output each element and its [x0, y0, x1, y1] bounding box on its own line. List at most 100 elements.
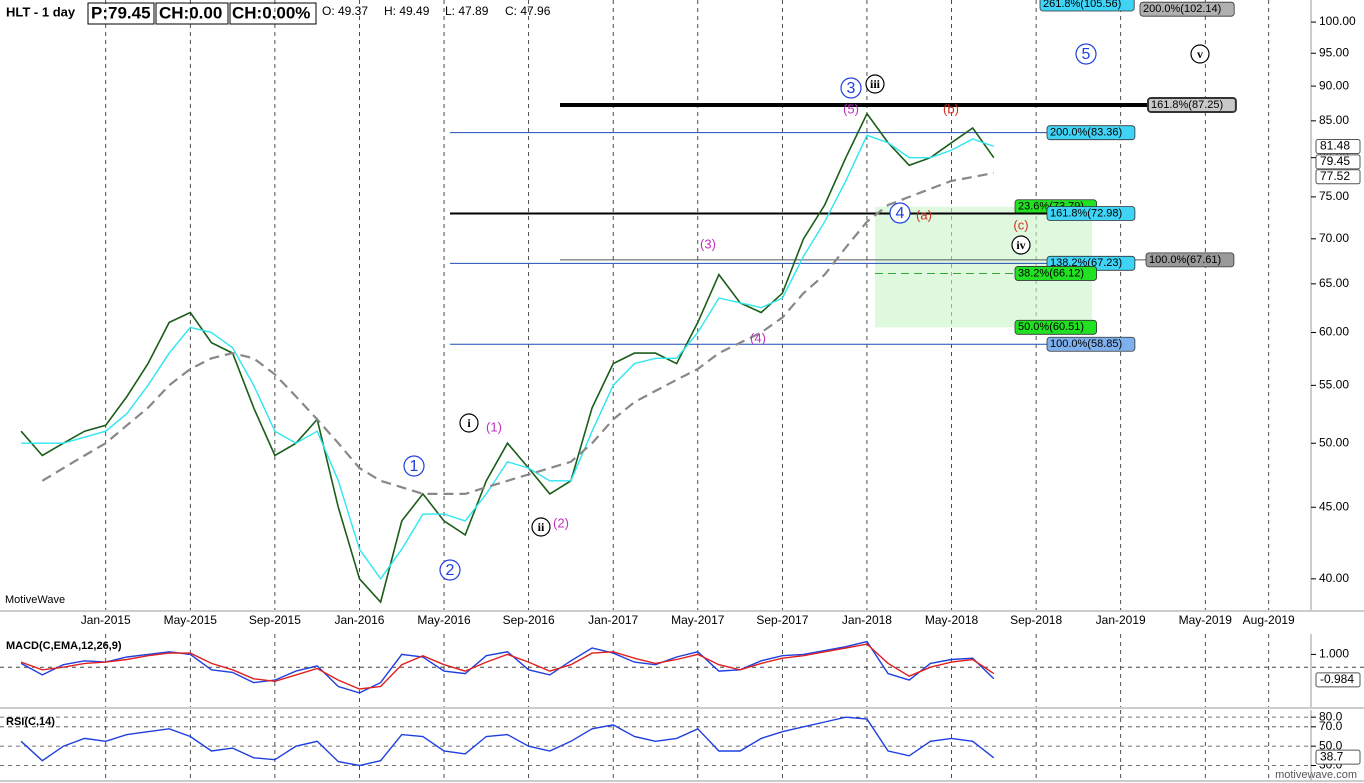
wave-circle — [403, 455, 425, 477]
wave-circle — [840, 77, 862, 99]
wave-label: 4 — [896, 205, 905, 222]
wave-label: iii — [870, 77, 881, 91]
y-tick-label: 85.00 — [1319, 113, 1349, 127]
level-label: 100.0%(58.85) — [1050, 338, 1122, 350]
y-tick-label: 90.00 — [1319, 78, 1349, 92]
value-marker-box — [1315, 139, 1361, 155]
y-tick-label: 45.00 — [1319, 499, 1349, 513]
x-tick-label: Jan-2015 — [81, 613, 131, 627]
y-tick-label: 65.00 — [1319, 276, 1349, 290]
change-pct-box — [229, 2, 317, 25]
level-label: 161.8%(87.25) — [1151, 99, 1223, 111]
wave-label: 5 — [1082, 46, 1091, 63]
level-label: 200.0%(83.36) — [1050, 127, 1122, 139]
change-pct: CH:0.00% — [232, 3, 310, 22]
level-label: 50.0%(60.51) — [1018, 321, 1084, 333]
wave-circle — [439, 559, 461, 581]
x-tick-label: Jan-2018 — [842, 613, 892, 627]
x-tick-label: Sep-2016 — [503, 613, 555, 627]
level-label: 38.2%(66.12) — [1018, 267, 1084, 279]
wave-label: v — [1197, 47, 1203, 61]
open: O: 49.37 — [322, 4, 368, 18]
wave-circle — [531, 517, 551, 537]
footer: motivewave.com — [1275, 769, 1357, 781]
level-box — [1046, 125, 1136, 141]
wave-label: (a) — [916, 207, 932, 222]
x-tick-label: Sep-2018 — [1010, 613, 1062, 627]
price: P:79.45 — [91, 3, 151, 22]
x-tick-label: Sep-2017 — [756, 613, 808, 627]
level-label: 261.8%(105.56) — [1043, 0, 1121, 10]
panel-title: MACD(C,EMA,12,26,9) — [6, 640, 122, 652]
y-tick-label: 75.00 — [1319, 189, 1349, 203]
wave-circle — [459, 413, 479, 433]
low: L: 47.89 — [445, 4, 489, 18]
y-tick-label: 60.00 — [1319, 325, 1349, 339]
wave-label: (1) — [486, 419, 502, 434]
y-tick-label: 1.000 — [1319, 647, 1349, 661]
y-tick-label: 55.00 — [1319, 378, 1349, 392]
level-label: 161.8%(72.98) — [1050, 207, 1122, 219]
level-label: 200.0%(102.14) — [1143, 3, 1221, 15]
series-line — [20, 643, 995, 690]
series-line — [20, 112, 995, 604]
change-box — [155, 2, 229, 25]
wave-circle — [1075, 43, 1097, 65]
series-line — [21, 134, 995, 581]
x-tick-label: Aug-2019 — [1243, 613, 1295, 627]
wave-label: 1 — [410, 458, 419, 475]
x-tick-label: May-2019 — [1179, 613, 1233, 627]
level-box — [1046, 206, 1136, 221]
level-box — [1014, 319, 1097, 335]
x-tick-label: May-2016 — [417, 613, 471, 627]
wave-circle — [889, 202, 911, 224]
x-tick-label: May-2015 — [164, 613, 218, 627]
level-box — [1147, 96, 1237, 113]
level-box — [1014, 266, 1097, 281]
level-box — [1039, 0, 1135, 12]
series-line — [41, 171, 995, 495]
x-tick-label: May-2018 — [925, 613, 979, 627]
level-box — [1145, 252, 1235, 268]
value-marker-box — [1315, 672, 1361, 688]
wave-label: 3 — [847, 80, 856, 97]
y-tick-label: 80.0 — [1319, 709, 1343, 723]
value-marker-label: 38.7 — [1320, 749, 1344, 763]
close: C: 47.96 — [505, 4, 551, 18]
wave-label: (c) — [1013, 217, 1028, 232]
panel-title: RSI(C,14) — [6, 716, 55, 728]
level-box — [1046, 336, 1136, 352]
x-tick-label: Sep-2015 — [249, 613, 301, 627]
wave-circle — [1190, 44, 1210, 64]
price-box — [87, 2, 155, 25]
wave-label: iv — [1016, 238, 1025, 252]
y-tick-label: 70.00 — [1319, 231, 1349, 245]
y-tick-label: 95.00 — [1319, 45, 1349, 59]
watermark: MotiveWave — [5, 594, 65, 606]
y-tick-label: 100.00 — [1319, 14, 1356, 28]
y-tick-label: 50.0 — [1319, 738, 1343, 752]
wave-circle — [1011, 235, 1031, 255]
x-tick-label: Jan-2017 — [588, 613, 638, 627]
wave-label: (3) — [700, 236, 716, 251]
value-marker-label: 79.45 — [1320, 154, 1350, 168]
wave-label: 2 — [446, 562, 455, 579]
value-marker-box — [1315, 749, 1361, 765]
header: HLT - 1 day P:79.45 CH:0.00 CH:0.00% O: … — [6, 2, 551, 25]
y-tick-label: 50.00 — [1319, 435, 1349, 449]
change: CH:0.00 — [159, 3, 222, 22]
y-tick-label: 40.00 — [1319, 571, 1349, 585]
value-marker-label: 81.48 — [1320, 139, 1350, 153]
wave-label: (b) — [943, 101, 959, 116]
value-marker-box — [1315, 154, 1361, 170]
y-tick-label: 70.0 — [1319, 719, 1343, 733]
x-tick-label: May-2017 — [671, 613, 725, 627]
wave-label: (4) — [750, 330, 766, 345]
value-marker-box — [1315, 169, 1361, 185]
wave-label: (2) — [553, 515, 569, 530]
symbol: HLT - 1 day — [6, 4, 76, 19]
wave-label: i — [467, 416, 471, 430]
x-tick-label: Jan-2019 — [1096, 613, 1146, 627]
